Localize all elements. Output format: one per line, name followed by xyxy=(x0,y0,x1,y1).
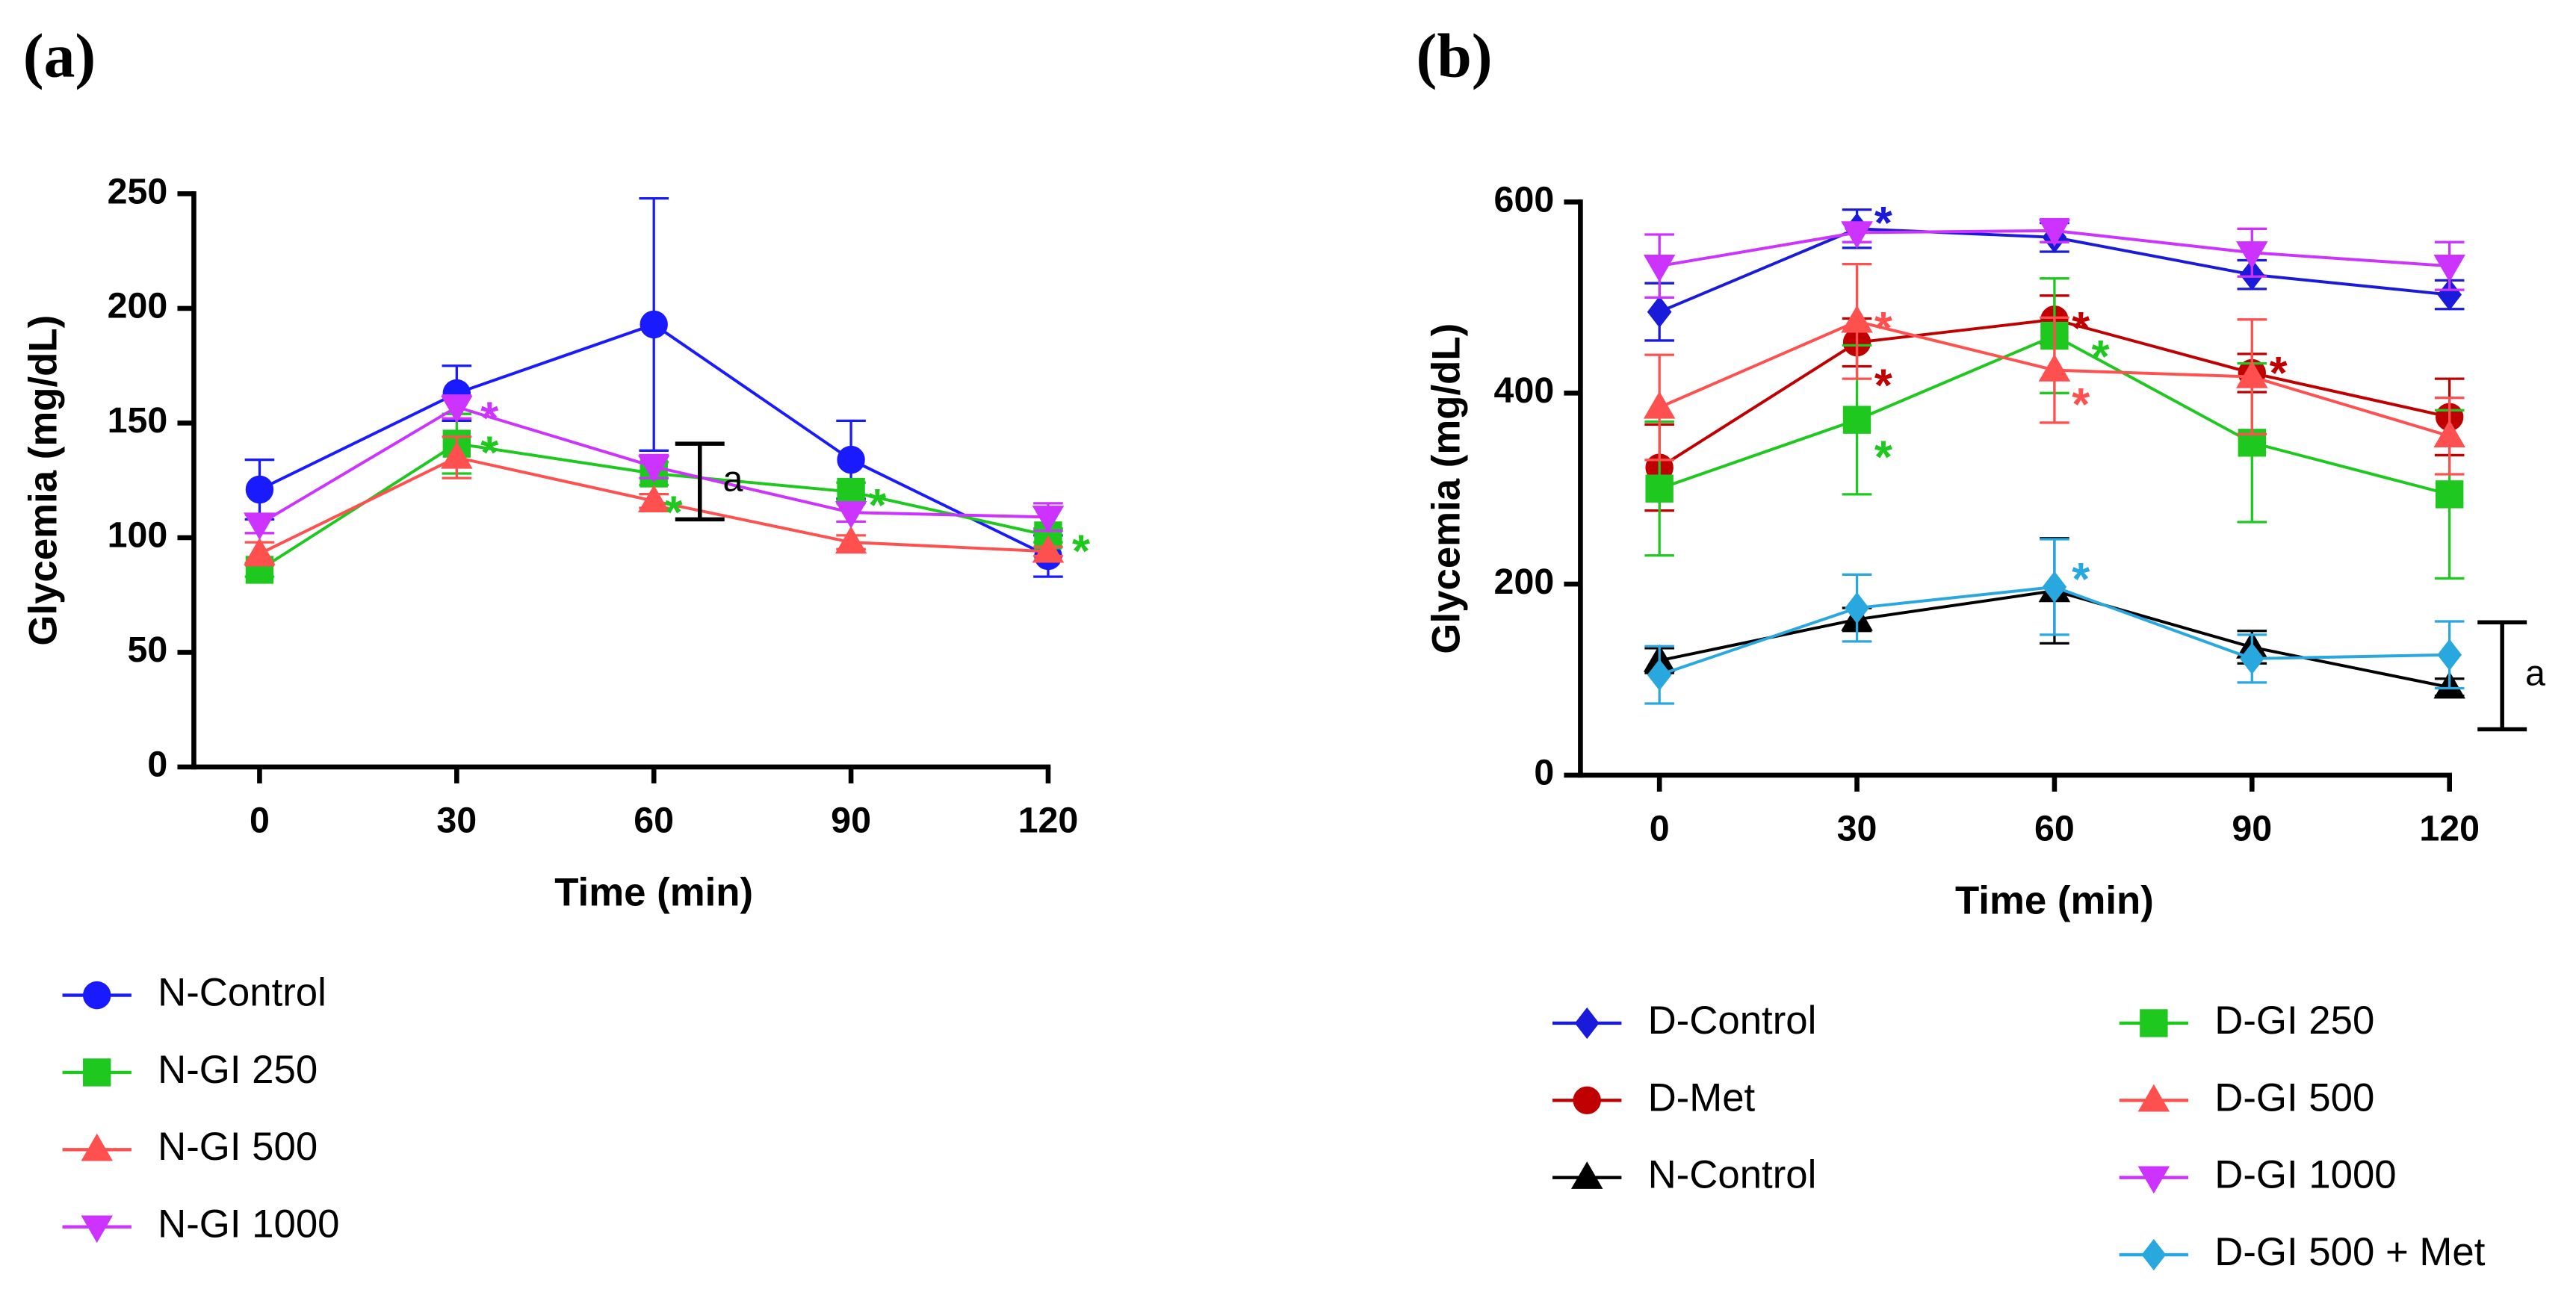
marker xyxy=(2137,1166,2170,1194)
marker xyxy=(1842,406,1871,434)
x-tick-label: 0 xyxy=(250,800,270,840)
legend-label: D-Met xyxy=(1648,1075,1756,1120)
x-tick-label: 120 xyxy=(1018,800,1079,840)
marker xyxy=(2239,642,2264,675)
y-tick-label: 250 xyxy=(108,171,168,211)
marker xyxy=(244,537,276,565)
y-tick-label: 200 xyxy=(1494,562,1555,602)
x-tick-label: 60 xyxy=(2034,808,2075,848)
x-tick-label: 0 xyxy=(1650,808,1670,848)
panel-label: (b) xyxy=(1417,22,1493,91)
x-axis-title: Time (min) xyxy=(554,870,753,914)
marker xyxy=(2038,219,2071,247)
y-tick-label: 100 xyxy=(108,515,168,556)
significance-mark: * xyxy=(2072,553,2090,605)
legend-label: N-GI 250 xyxy=(158,1048,318,1092)
x-tick-label: 30 xyxy=(1837,808,1877,848)
x-axis-title: Time (min) xyxy=(1955,878,2154,922)
significance-mark: * xyxy=(665,486,683,538)
marker xyxy=(2140,1009,2168,1037)
marker xyxy=(2437,639,2462,671)
bracket-label: a xyxy=(2525,653,2545,694)
marker xyxy=(637,455,670,483)
marker xyxy=(244,512,276,541)
significance-mark: * xyxy=(868,479,886,531)
marker xyxy=(1841,305,1873,333)
marker xyxy=(1032,506,1065,533)
marker xyxy=(2236,361,2268,388)
legend-label: D-GI 1000 xyxy=(2214,1153,2396,1197)
x-tick-label: 30 xyxy=(436,800,477,840)
legend-label: D-Control xyxy=(1648,999,1817,1043)
y-tick-label: 150 xyxy=(108,400,168,441)
legend-label: N-GI 1000 xyxy=(158,1202,339,1246)
marker xyxy=(2236,241,2268,269)
y-tick-label: 400 xyxy=(1494,370,1555,411)
significance-mark: * xyxy=(2092,331,2110,382)
marker xyxy=(83,981,111,1010)
y-axis-title: Glycemia (mg/dL) xyxy=(1424,323,1468,654)
marker xyxy=(245,475,274,504)
y-tick-label: 0 xyxy=(1534,753,1554,793)
marker xyxy=(1574,1007,1600,1040)
marker xyxy=(835,526,867,554)
significance-mark: * xyxy=(1072,526,1090,577)
significance-mark: * xyxy=(1874,302,1892,354)
marker xyxy=(1573,1086,1601,1115)
legend-label: N-Control xyxy=(158,971,326,1015)
marker xyxy=(835,501,867,529)
marker xyxy=(441,395,473,423)
marker xyxy=(81,1133,113,1161)
y-tick-label: 50 xyxy=(127,630,167,670)
marker xyxy=(2042,571,2067,603)
marker xyxy=(1645,474,1674,503)
marker xyxy=(637,485,670,513)
x-tick-label: 60 xyxy=(634,800,674,840)
marker xyxy=(2433,255,2465,282)
marker xyxy=(1032,535,1065,563)
marker xyxy=(837,477,865,506)
marker xyxy=(1647,296,1672,328)
legend-label: D-GI 500 + Met xyxy=(2214,1230,2486,1274)
marker xyxy=(2141,1238,2167,1271)
marker xyxy=(2435,480,2464,509)
significance-mark: * xyxy=(1874,360,1892,412)
significance-mark: * xyxy=(480,393,498,444)
significance-mark: * xyxy=(1874,431,1892,482)
legend-label: N-GI 500 xyxy=(158,1125,318,1169)
panel-label: (a) xyxy=(23,22,96,91)
legend-label: D-GI 250 xyxy=(2214,999,2374,1043)
significance-mark: * xyxy=(2072,379,2090,430)
marker xyxy=(81,1215,113,1244)
significance-mark: * xyxy=(2270,347,2288,399)
marker xyxy=(1647,659,1672,691)
marker xyxy=(1841,221,1873,249)
x-tick-label: 90 xyxy=(831,800,871,840)
legend-label: N-Control xyxy=(1648,1153,1817,1197)
marker xyxy=(83,1058,111,1087)
significance-mark: * xyxy=(2072,302,2090,354)
marker xyxy=(1570,1161,1603,1189)
marker xyxy=(640,310,668,339)
marker xyxy=(1643,391,1676,419)
significance-mark: * xyxy=(480,427,498,479)
significance-mark: * xyxy=(1874,197,1892,249)
marker xyxy=(1643,255,1676,282)
marker xyxy=(441,441,473,469)
x-tick-label: 90 xyxy=(2232,808,2272,848)
marker xyxy=(2038,354,2071,382)
marker xyxy=(2433,420,2465,448)
marker xyxy=(837,445,865,474)
marker xyxy=(2137,1084,2170,1112)
y-tick-label: 200 xyxy=(108,286,168,326)
y-axis-title: Glycemia (mg/dL) xyxy=(22,315,66,646)
marker xyxy=(1845,592,1869,624)
legend-label: D-GI 500 xyxy=(2214,1075,2374,1120)
y-tick-label: 600 xyxy=(1494,179,1555,220)
bracket-label: a xyxy=(723,459,743,500)
y-tick-label: 0 xyxy=(147,745,167,785)
x-tick-label: 120 xyxy=(2419,808,2480,848)
